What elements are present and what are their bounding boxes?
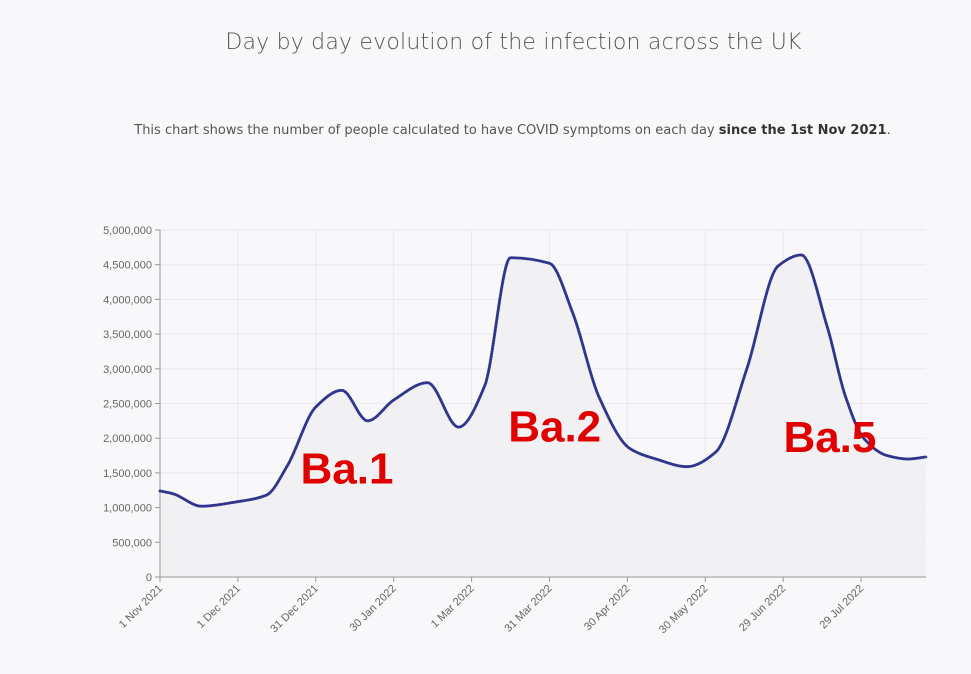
page-title: Day by day evolution of the infection ac…	[225, 30, 802, 55]
subtitle-bold: since the 1st Nov 2021	[718, 123, 887, 138]
y-tick-label: 500,000	[112, 537, 152, 549]
x-tick-label: 1 Mar 2022	[429, 583, 477, 631]
x-axis-ticks: 1 Nov 2021 1 Dec 2021 31 Dec 2021 30 Jan 20…	[117, 583, 866, 636]
line-layer	[158, 253, 928, 508]
y-tick-label: 2,500,000	[103, 399, 152, 411]
x-tick-label: 30 Apr 2022	[582, 583, 632, 633]
x-tick-label: 1 Dec 2021	[195, 583, 243, 631]
variant-annotation: Ba.1	[300, 444, 393, 493]
chart-subtitle: This chart shows the number of people ca…	[0, 123, 971, 138]
y-tick-label: 0	[146, 572, 152, 584]
subtitle-period: .	[886, 123, 891, 138]
y-axis-ticks: 0 500,000 1,000,000 1,500,000 2,000,000 2,500…	[103, 225, 152, 584]
y-tick-label: 2,000,000	[103, 433, 152, 445]
x-tick-label: 31 Mar 2022	[502, 583, 554, 635]
y-tick-label: 1,000,000	[103, 503, 152, 515]
series-area	[160, 254, 926, 578]
x-tick-label: 30 May 2022	[657, 583, 710, 636]
y-tick-label: 4,000,000	[103, 294, 152, 306]
series-points	[158, 253, 928, 508]
x-tick-label: 29 Jul 2022	[817, 583, 866, 632]
y-tick-label: 4,500,000	[103, 260, 152, 272]
area-layer	[160, 254, 926, 578]
annotations: Ba.1 Ba.2 Ba.5	[300, 403, 876, 494]
y-tick-label: 1,500,000	[103, 468, 152, 480]
variant-annotation: Ba.5	[783, 413, 876, 462]
variant-annotation: Ba.2	[508, 403, 601, 452]
subtitle-text: This chart shows the number of people ca…	[134, 123, 719, 138]
x-tick-label: 30 Jan 2022	[348, 583, 399, 634]
axes	[155, 229, 926, 582]
y-tick-label: 3,000,000	[103, 364, 152, 376]
y-tick-label: 3,500,000	[103, 329, 152, 341]
x-tick-label: 1 Nov 2021	[117, 583, 165, 631]
x-tick-label: 31 Dec 2021	[268, 583, 321, 636]
x-tick-label: 29 Jun 2022	[737, 583, 788, 634]
y-tick-label: 5,000,000	[103, 225, 152, 237]
